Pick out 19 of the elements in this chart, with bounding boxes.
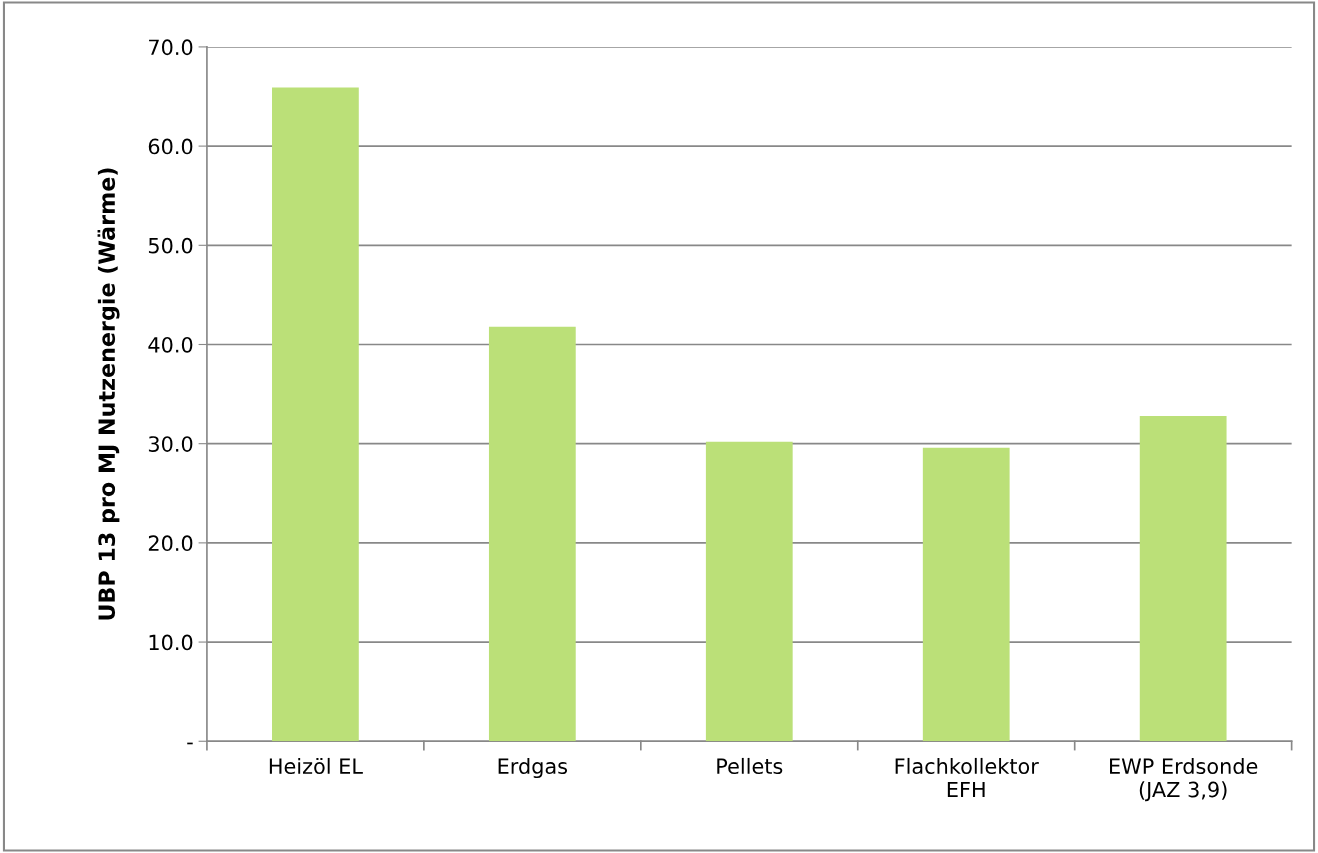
y-tick-label: 10.0 (149, 634, 193, 651)
y-tick-label: - (187, 742, 193, 745)
bar (272, 87, 359, 742)
y-tick-label: 30.0 (148, 436, 193, 452)
y-tick-label: 20.0 (148, 535, 193, 552)
x-tick-label: Pellets (717, 757, 783, 775)
y-tick-label: 70.0 (149, 39, 193, 56)
x-tick-label: Heizöl EL (269, 757, 363, 775)
y-tick-label: 60.0 (148, 138, 193, 155)
bar (705, 441, 793, 742)
x-tick-label: Erdgas (498, 757, 568, 779)
bar (488, 326, 576, 742)
y-axis-title: UBP 13 pro MJ Nutzenergie (Wärme) (97, 168, 120, 620)
bar (922, 447, 1010, 742)
bar (1139, 415, 1227, 742)
y-tick-label: 40.0 (148, 336, 193, 353)
x-tick-label: Flachkollektor EFH (895, 757, 1039, 798)
y-tick-label: 50.0 (148, 237, 193, 254)
x-tick-label: EWP Erdsonde (JAZ 3,9) (1110, 757, 1258, 802)
